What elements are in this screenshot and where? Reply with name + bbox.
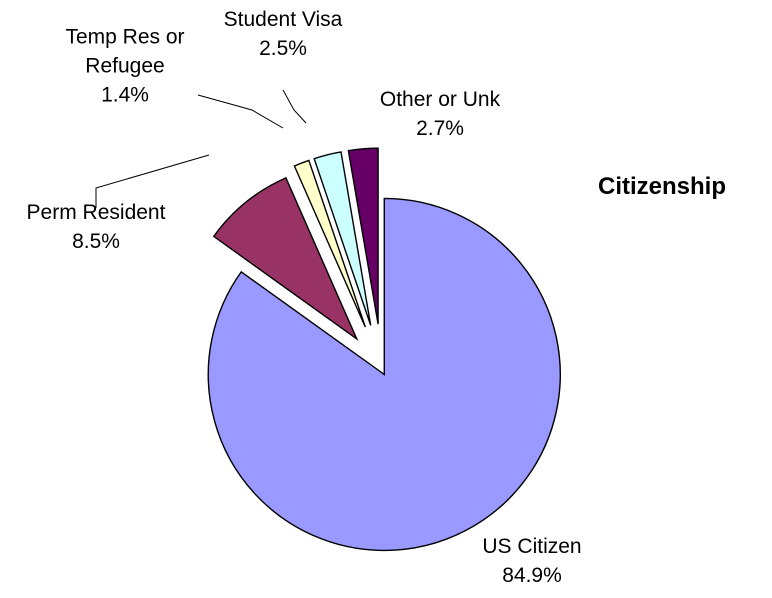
pie-slices — [207, 147, 561, 552]
slice-label-student-visa: Student Visa — [224, 8, 343, 31]
slice-label-other-or-unk: Other or Unk — [380, 88, 501, 111]
slice-label-perm-resident: Perm Resident — [27, 201, 166, 224]
pie-slice-perm-resident — [212, 176, 359, 341]
chart-title: Citizenship — [598, 173, 726, 200]
pie-slice-us-citizen — [207, 197, 561, 552]
slice-label-us-citizen: US Citizen — [482, 535, 581, 558]
slice-label-temp-res-or-refugee-line-1: Temp Res or — [65, 26, 184, 49]
leader-lines — [95, 89, 307, 208]
pie-slice-temp-res-or-refugee — [293, 159, 367, 328]
slice-value-student-visa: 2.5% — [259, 37, 307, 60]
slice-value-other-or-unk: 2.7% — [416, 117, 464, 140]
leader-line-student-visa — [282, 89, 307, 124]
slice-value-perm-resident: 8.5% — [72, 230, 120, 253]
slice-label-temp-res-or-refugee-line-2: Refugee — [85, 55, 164, 78]
slice-value-us-citizen: 84.9% — [502, 564, 562, 587]
pie-slice-student-visa — [313, 151, 372, 326]
leader-line-perm-resident — [95, 154, 210, 208]
pie-slice-other-or-unk — [347, 147, 379, 325]
slice-labels: US Citizen 84.9% Perm Resident 8.5% Temp Res… — [27, 8, 582, 587]
slice-value-temp-res-or-refugee: 1.4% — [101, 84, 149, 107]
leader-line-temp-res-or-refugee — [197, 94, 284, 129]
